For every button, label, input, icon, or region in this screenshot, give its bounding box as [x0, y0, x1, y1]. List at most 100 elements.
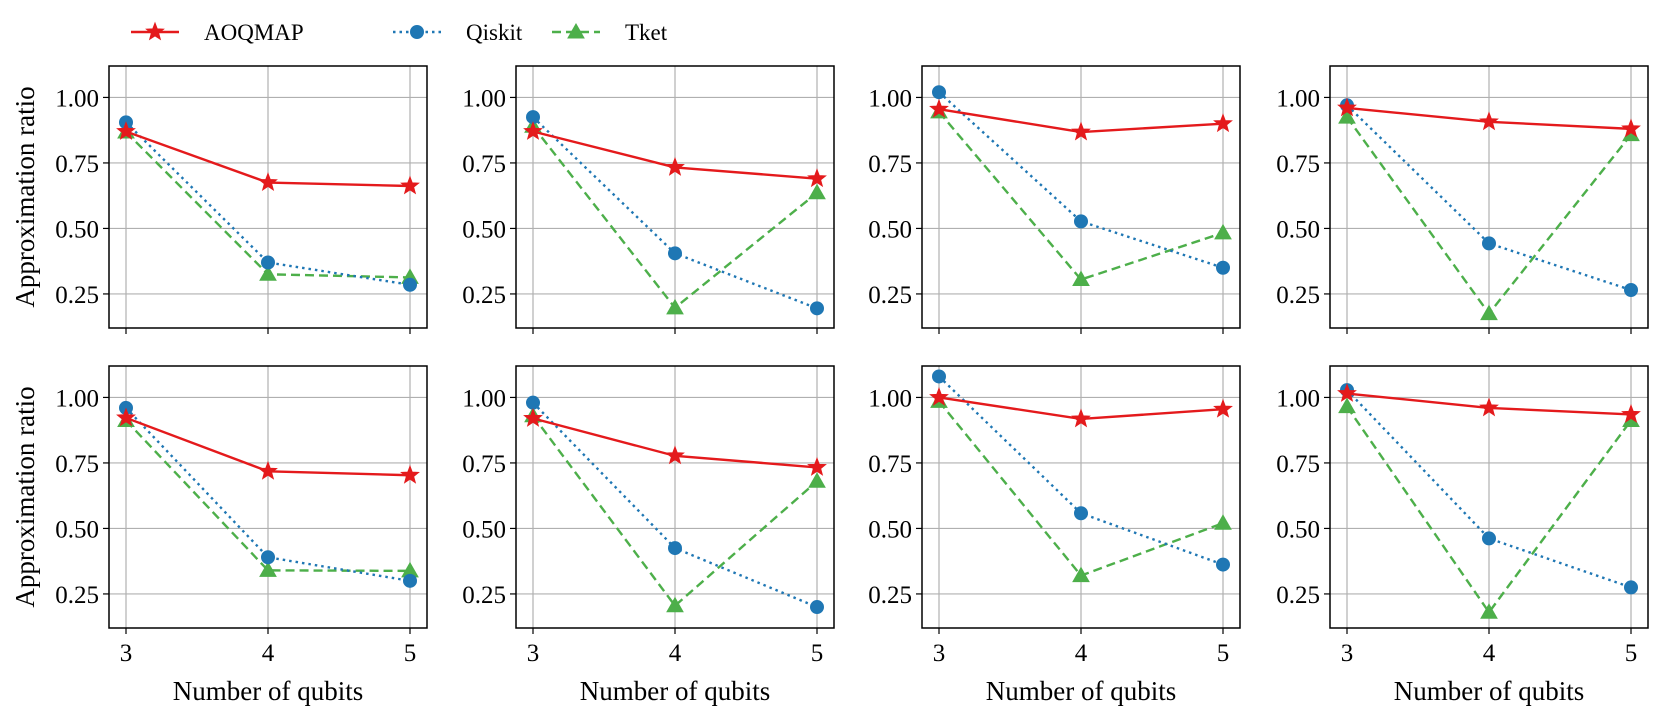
data-point-qiskit [1624, 283, 1638, 298]
series-line-qiskit [125, 121, 411, 286]
x-axis-label: Number of qubits [986, 676, 1176, 706]
x-axis-label: Number of qubits [1394, 676, 1584, 706]
x-tick-label: 3 [527, 640, 540, 667]
x-tick-label: 3 [1341, 640, 1354, 667]
data-point-tket [1214, 514, 1232, 530]
data-point-aoqmap [807, 456, 827, 476]
y-tick-label: 0.25 [1276, 582, 1320, 609]
data-point-aoqmap [258, 172, 278, 192]
y-tick-label: 0.75 [1276, 151, 1320, 178]
legend-label-qiskit: Qiskit [466, 20, 523, 45]
y-tick-label: 1.00 [55, 385, 99, 412]
y-tick-label: 0.75 [462, 451, 506, 478]
data-point-qiskit [1216, 260, 1230, 275]
x-axis-label: Number of qubits [580, 676, 770, 706]
data-point-tket [666, 596, 684, 613]
y-tick-label: 0.50 [868, 516, 912, 543]
y-tick-label: 0.75 [868, 151, 912, 178]
y-tick-label: 1.00 [462, 85, 506, 112]
series-line-tket [1346, 405, 1632, 615]
series-line-qiskit [1346, 104, 1632, 292]
panel-r2-c4: 0.25 0.50 0.75 1.00 3 4 5 Number of qubits [1276, 365, 1649, 706]
data-point-aoqmap [1337, 97, 1357, 117]
y-tick-label: 1.00 [1276, 85, 1320, 112]
panel-r2-c1: 0.25 0.50 0.75 1.00 3 4 5 Number of qubits Appro… [10, 365, 428, 706]
data-point-qiskit [810, 301, 824, 316]
y-tick-label: 0.75 [868, 451, 912, 478]
data-point-aoqmap [1213, 398, 1233, 418]
data-point-qiskit [668, 246, 682, 261]
data-point-aoqmap [1071, 121, 1091, 141]
data-point-qiskit [932, 369, 946, 384]
panel-r1-c4: 0.25 0.50 0.75 1.00 [1276, 65, 1649, 334]
y-tick-label: 0.50 [462, 216, 506, 243]
data-point-aoqmap [1479, 111, 1499, 131]
legend-marker-tket [567, 22, 585, 39]
data-point-aoqmap [665, 156, 685, 176]
x-tick-label: 5 [1217, 640, 1230, 667]
panel-r1-c1: 0.25 0.50 0.75 1.00 Approximation ratio [10, 65, 428, 334]
data-point-aoqmap [523, 121, 543, 140]
y-tick-label: 1.00 [868, 85, 912, 112]
x-tick-label: 4 [1483, 640, 1496, 667]
data-point-aoqmap [258, 460, 278, 480]
data-point-aoqmap [116, 407, 136, 427]
x-axis-label: Number of qubits [173, 676, 363, 706]
series-line-tket [938, 111, 1224, 281]
data-point-aoqmap [1337, 383, 1357, 402]
legend-label-aoqmap: AOQMAP [204, 20, 304, 45]
data-point-aoqmap [1071, 408, 1091, 428]
y-tick-label: 0.50 [1276, 216, 1320, 243]
data-point-aoqmap [665, 445, 685, 465]
data-point-aoqmap [1621, 404, 1641, 423]
data-point-qiskit [1074, 506, 1088, 521]
data-point-qiskit [1482, 531, 1496, 546]
y-tick-label: 0.75 [462, 151, 506, 178]
data-point-tket [1338, 108, 1356, 124]
data-point-tket [1214, 223, 1232, 240]
x-tick-label: 5 [404, 640, 417, 667]
y-tick-label: 1.00 [55, 85, 99, 112]
series-line-tket [125, 419, 411, 573]
data-point-tket [808, 183, 826, 200]
data-point-qiskit [526, 395, 540, 410]
panel-r1-c2: 0.25 0.50 0.75 1.00 [462, 65, 835, 334]
data-point-aoqmap [807, 168, 827, 188]
data-point-aoqmap [1479, 397, 1499, 417]
data-point-qiskit [1482, 236, 1496, 251]
y-tick-label: 0.50 [462, 516, 506, 543]
panel-r1-c3: 0.25 0.50 0.75 1.00 [868, 65, 1241, 334]
y-tick-label: 0.25 [868, 582, 912, 609]
data-point-aoqmap [1621, 118, 1641, 138]
data-point-tket [1480, 304, 1498, 321]
data-point-aoqmap [116, 121, 136, 140]
data-point-qiskit [261, 255, 275, 270]
y-tick-label: 0.25 [868, 282, 912, 309]
data-point-tket [666, 298, 684, 315]
data-point-qiskit [261, 550, 275, 565]
legend-marker-aoqmap [145, 21, 165, 41]
x-tick-label: 4 [669, 640, 682, 667]
y-tick-label: 0.75 [55, 151, 99, 178]
y-tick-label: 0.75 [1276, 451, 1320, 478]
y-tick-label: 0.25 [1276, 282, 1320, 309]
panel-r2-c2: 0.25 0.50 0.75 1.00 3 4 5 Number of qubits [462, 365, 835, 706]
y-tick-label: 0.50 [55, 516, 99, 543]
data-point-tket [1072, 270, 1090, 287]
data-point-qiskit [403, 277, 417, 292]
y-tick-label: 0.50 [55, 216, 99, 243]
y-tick-label: 1.00 [462, 385, 506, 412]
data-point-qiskit [1216, 557, 1230, 572]
data-point-qiskit [668, 541, 682, 556]
data-point-tket [1072, 566, 1090, 583]
data-point-tket [1480, 603, 1498, 619]
x-tick-label: 3 [933, 640, 946, 667]
y-tick-label: 1.00 [868, 385, 912, 412]
x-tick-label: 4 [262, 640, 275, 667]
data-point-aoqmap [1213, 113, 1233, 133]
x-tick-label: 4 [1075, 640, 1088, 667]
x-tick-label: 5 [1625, 640, 1638, 667]
data-point-qiskit [403, 573, 417, 588]
